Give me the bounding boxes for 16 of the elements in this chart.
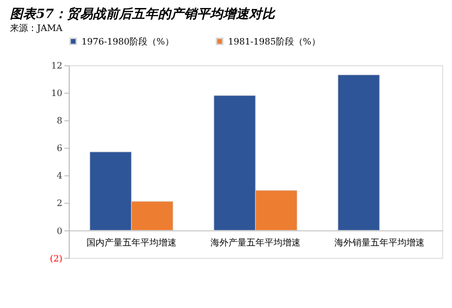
bar [338, 74, 380, 231]
y-tick-label: 2 [56, 199, 62, 210]
y-tick-label: 12 [51, 62, 62, 72]
y-tick-label: 10 [51, 89, 63, 100]
y-tick-label: 0 [56, 226, 63, 237]
chart-title: 图表57：贸易战前后五年的产销平均增速对比 [10, 6, 276, 22]
y-tick-label: (2) [50, 254, 62, 264]
source-note: 来源：JAMA [10, 22, 64, 34]
y-tick-label: 6 [56, 144, 63, 154]
legend-label: 1976-1980阶段（%） [82, 36, 174, 48]
x-tick-label: 海外销量五年平均增速 [334, 238, 425, 249]
x-tick-label: 国内产量五年平均增速 [86, 238, 176, 249]
x-tick-label: 海外产量五年平均增速 [210, 238, 300, 249]
y-tick-label: 4 [56, 172, 63, 182]
legend-label: 1981-1985阶段（%） [228, 36, 320, 48]
y-tick-label: 8 [56, 116, 63, 127]
